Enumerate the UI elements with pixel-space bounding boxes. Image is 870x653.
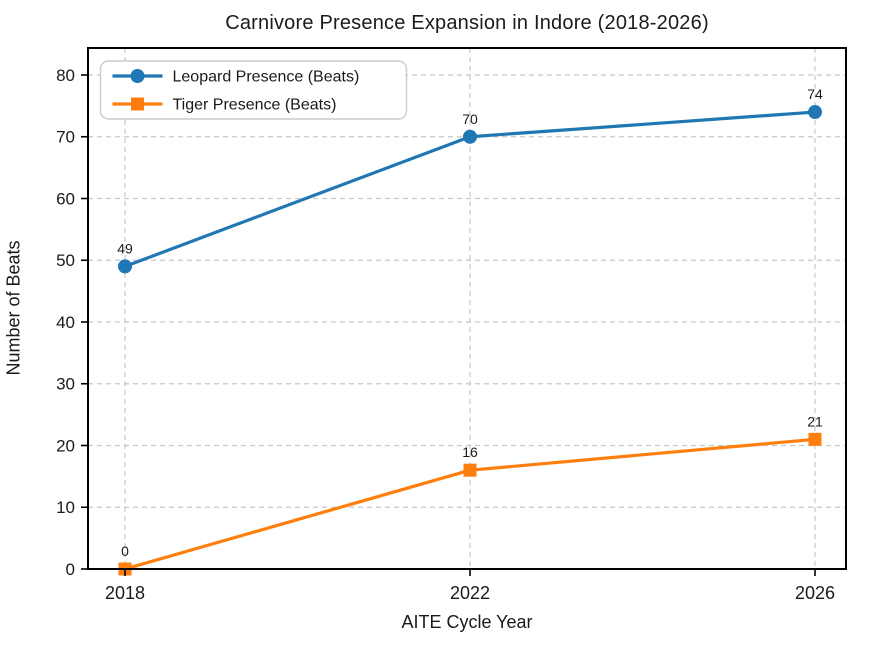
y-tick-label: 40 <box>56 313 75 332</box>
y-tick-label: 10 <box>56 498 75 517</box>
data-point-marker <box>118 259 132 274</box>
y-tick-label: 50 <box>56 251 75 270</box>
y-tick-label: 30 <box>56 375 75 394</box>
data-point-marker <box>808 105 822 120</box>
x-tick-label: 2022 <box>450 583 490 603</box>
data-point-label: 0 <box>121 543 129 559</box>
y-tick-label: 20 <box>56 436 75 455</box>
data-point-label: 16 <box>462 444 478 460</box>
data-point-label: 49 <box>117 240 133 256</box>
data-point-label: 70 <box>462 111 478 127</box>
y-tick-label: 80 <box>56 66 75 85</box>
data-point-marker <box>808 432 822 446</box>
data-point-marker <box>463 129 477 144</box>
x-tick-label: 2026 <box>795 583 835 603</box>
plot-frame <box>87 47 847 570</box>
y-tick-label: 60 <box>56 189 75 208</box>
data-point-label: 21 <box>807 413 823 429</box>
x-tick-label: 2018 <box>105 583 145 603</box>
legend-marker-square-icon <box>131 97 144 111</box>
x-axis-label: AITE Cycle Year <box>401 612 533 632</box>
y-tick-label: 70 <box>56 128 75 147</box>
legend-label: Leopard Presence (Beats) <box>173 69 360 86</box>
data-point-marker <box>463 463 477 477</box>
legend-marker-circle-icon <box>130 69 145 83</box>
data-point-label: 74 <box>807 86 823 102</box>
chart-title: Carnivore Presence Expansion in Indore (… <box>225 12 709 34</box>
y-tick-label: 0 <box>66 560 75 579</box>
legend-box <box>99 60 408 120</box>
legend-label: Tiger Presence (Beats) <box>173 97 337 114</box>
